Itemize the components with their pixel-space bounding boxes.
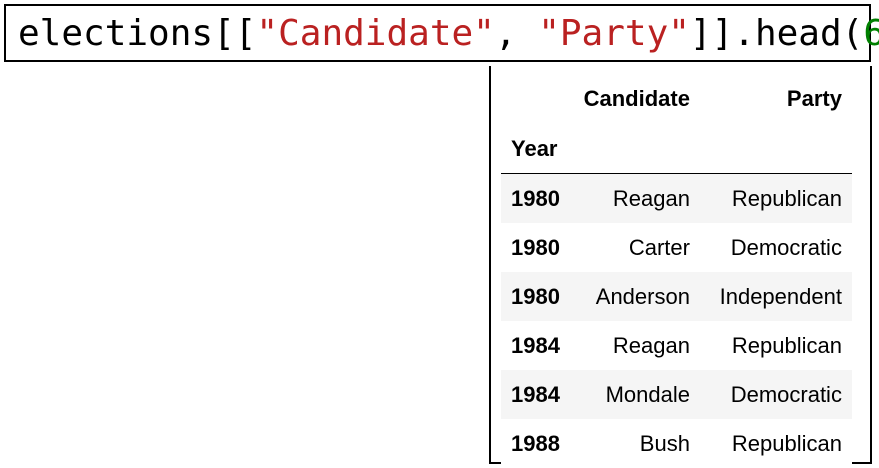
table-row: 1984 Reagan Republican: [501, 321, 852, 370]
row-index: 1988: [511, 430, 560, 456]
cell-candidate: Reagan: [612, 332, 690, 358]
column-header-row: Candidate Party: [501, 74, 852, 124]
table-row: 1984 Mondale Democratic: [501, 370, 852, 419]
code-token: ,: [494, 12, 539, 54]
code-token: elections[[: [18, 12, 257, 54]
column-header-party: Party: [786, 86, 842, 111]
row-index: 1984: [511, 381, 560, 407]
cell-party: Republican: [731, 332, 842, 358]
cell-candidate: Bush: [639, 430, 690, 456]
column-header-candidate: Candidate: [583, 86, 690, 111]
table-row: 1980 Reagan Republican: [501, 173, 852, 223]
cell-party: Independent: [719, 283, 842, 309]
code-token-string: "Party": [538, 12, 690, 54]
cell-candidate: Reagan: [612, 185, 690, 211]
cell-candidate: Anderson: [595, 283, 690, 309]
cell-party: Republican: [731, 430, 842, 456]
index-name-spacer: [699, 124, 852, 174]
code-cell-input[interactable]: elections[["Candidate", "Party"]].head(6…: [4, 4, 879, 62]
cell-candidate: Mondale: [605, 381, 690, 407]
table-row: 1988 Bush Republican: [501, 419, 852, 468]
dataframe-table: Candidate Party Year 1980 Reagan Republi…: [501, 74, 852, 468]
row-index: 1980: [511, 283, 560, 309]
code-token: ]].head(: [689, 12, 864, 54]
table-row: 1980 Anderson Independent: [501, 272, 852, 321]
cell-party: Democratic: [730, 381, 842, 407]
index-header-blank: [501, 74, 570, 124]
index-name: Year: [501, 124, 570, 174]
row-index: 1984: [511, 332, 560, 358]
code-token-string: "Candidate": [256, 12, 495, 54]
cell-party: Republican: [731, 185, 842, 211]
cell-party: Democratic: [730, 234, 842, 260]
row-index: 1980: [511, 234, 560, 260]
table-row: 1980 Carter Democratic: [501, 223, 852, 272]
row-index: 1980: [511, 185, 560, 211]
index-name-spacer: [569, 124, 700, 174]
cell-candidate: Carter: [628, 234, 690, 260]
cell-output: Candidate Party Year 1980 Reagan Republi…: [489, 66, 872, 468]
code-token-number: 6: [863, 12, 879, 54]
index-name-row: Year: [501, 124, 852, 174]
